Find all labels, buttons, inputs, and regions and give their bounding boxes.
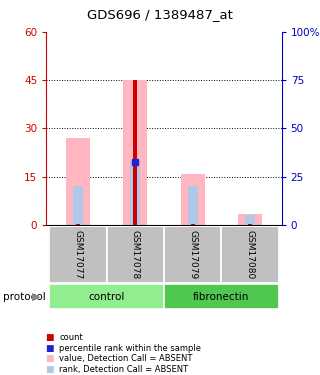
Bar — [73, 186, 83, 225]
Text: value, Detection Call = ABSENT: value, Detection Call = ABSENT — [59, 354, 193, 363]
Bar — [248, 224, 252, 225]
Bar — [130, 160, 140, 225]
Text: ■: ■ — [45, 333, 54, 342]
Bar — [66, 138, 90, 225]
Text: GSM17079: GSM17079 — [188, 230, 197, 279]
Text: protocol: protocol — [3, 292, 46, 302]
Text: ■: ■ — [45, 344, 54, 353]
Text: GSM17080: GSM17080 — [245, 230, 254, 279]
Text: percentile rank within the sample: percentile rank within the sample — [59, 344, 201, 353]
Text: ▶: ▶ — [32, 292, 40, 302]
Text: ■: ■ — [45, 354, 54, 363]
Text: ■: ■ — [45, 365, 54, 374]
Bar — [191, 224, 195, 225]
Bar — [107, 226, 164, 283]
Bar — [76, 224, 80, 225]
Text: GSM17077: GSM17077 — [74, 230, 83, 279]
Bar — [49, 284, 164, 309]
Text: GDS696 / 1389487_at: GDS696 / 1389487_at — [87, 8, 233, 21]
Bar — [188, 186, 198, 225]
Bar — [245, 215, 255, 225]
Bar — [180, 174, 205, 225]
Text: fibronectin: fibronectin — [193, 292, 250, 302]
Bar — [133, 80, 137, 225]
Text: control: control — [88, 292, 125, 302]
Text: GSM17078: GSM17078 — [131, 230, 140, 279]
Bar — [164, 284, 279, 309]
Bar — [164, 226, 221, 283]
Bar — [123, 80, 148, 225]
Text: rank, Detection Call = ABSENT: rank, Detection Call = ABSENT — [59, 365, 188, 374]
Bar — [49, 226, 107, 283]
Text: count: count — [59, 333, 83, 342]
Bar — [238, 214, 262, 225]
Bar — [221, 226, 279, 283]
